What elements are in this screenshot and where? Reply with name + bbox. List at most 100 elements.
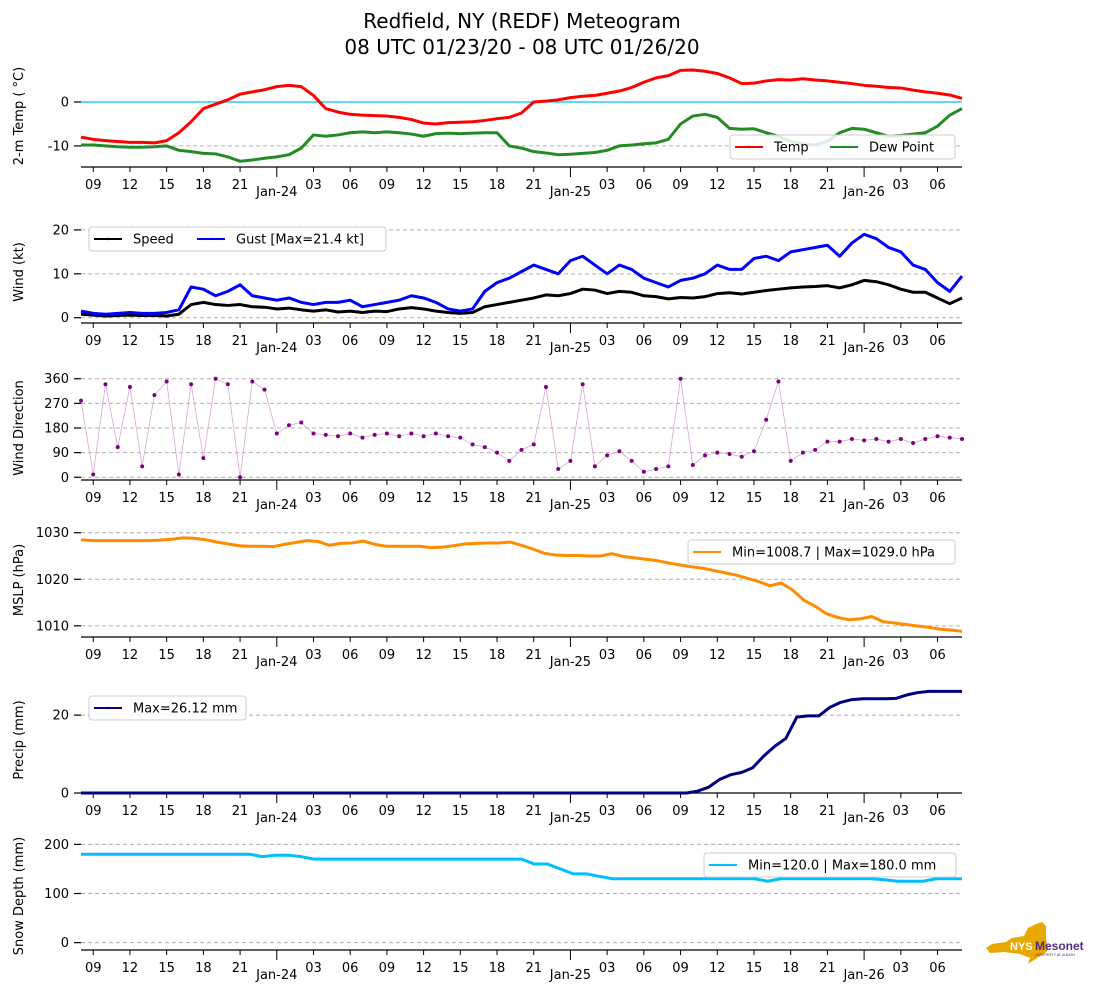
x-tick-label: 21 [819, 804, 836, 819]
legend-label: Min=120.0 | Max=180.0 mm [748, 859, 936, 874]
data-point [311, 431, 316, 436]
data-point [605, 453, 610, 458]
y-tick-label: 10 [52, 267, 69, 282]
data-point [862, 438, 867, 443]
x-tick-label: 09 [672, 491, 689, 506]
x-tick-label: 09 [379, 804, 396, 819]
data-point [947, 435, 952, 440]
x-tick-label: 03 [305, 334, 322, 349]
data-point [176, 472, 181, 477]
y-tick-label: 1030 [36, 526, 69, 541]
legend-marker [106, 706, 110, 710]
data-point [580, 382, 585, 387]
y-tick-label: 180 [44, 422, 69, 437]
series-line-min-120-0-max-180-0-mm [81, 852, 962, 883]
data-point [482, 445, 487, 450]
x-tick-label: 18 [195, 804, 212, 819]
legend-marker [842, 145, 846, 149]
x-tick-label: 12 [709, 648, 726, 663]
x-tick-label: 06 [929, 648, 946, 663]
data-point [495, 450, 500, 455]
x-tick-label: 09 [379, 178, 396, 193]
data-point [348, 431, 353, 436]
x-day-label: Jan-24 [255, 968, 297, 983]
x-tick-label: 03 [599, 178, 616, 193]
x-tick-label: 12 [415, 804, 432, 819]
x-tick-label: 12 [709, 961, 726, 976]
data-point [788, 458, 793, 463]
data-point [813, 447, 818, 452]
data-point [874, 436, 879, 441]
x-tick-label: 03 [305, 804, 322, 819]
data-point [262, 387, 267, 392]
series-line-max-26-12-mm [81, 689, 963, 795]
x-tick-label: 06 [636, 804, 653, 819]
x-tick-label: 21 [232, 178, 249, 193]
x-tick-label: 12 [122, 648, 139, 663]
y-axis-label: Wind Direction [12, 380, 27, 476]
x-tick-label: 21 [819, 178, 836, 193]
legend-marker [705, 550, 709, 554]
x-tick-label: 18 [195, 491, 212, 506]
data-point [617, 449, 622, 454]
y-tick-label: 1020 [36, 573, 69, 588]
x-tick-label: 09 [672, 178, 689, 193]
x-tick-label: 15 [746, 334, 763, 349]
x-tick-label: 06 [929, 491, 946, 506]
panel-snow_depth: 0 100 200 Snow Depth (mm) 09 12 15 18 21 03 06 09 12… [12, 837, 962, 983]
x-day-label: Jan-25 [549, 341, 591, 356]
x-tick-label: 12 [415, 961, 432, 976]
x-tick-label: 18 [489, 961, 506, 976]
x-day-label: Jan-25 [549, 498, 591, 513]
data-point [323, 432, 328, 437]
y-axis-label: 2-m Temp ( °C) [12, 67, 27, 165]
data-point [299, 420, 304, 425]
x-tick-label: 18 [782, 961, 799, 976]
x-tick-label: 18 [489, 648, 506, 663]
x-tick-label: 15 [746, 804, 763, 819]
x-tick-label: 15 [452, 961, 469, 976]
x-day-label: Jan-26 [842, 968, 884, 983]
x-tick-label: 18 [195, 334, 212, 349]
y-axis-label: MSLP (hPa) [12, 544, 27, 616]
x-tick-label: 03 [599, 804, 616, 819]
x-tick-label: 21 [819, 648, 836, 663]
panel-precip: 0 20 Precip (mm) 09 12 15 18 21 03 06 09 12 15 18 21 03… [12, 689, 963, 826]
x-tick-label: 06 [929, 961, 946, 976]
x-tick-label: 15 [158, 648, 175, 663]
legend-label: Temp [773, 141, 809, 156]
chart-title-line1: Redfield, NY (REDF) Meteogram [363, 9, 681, 33]
x-tick-label: 21 [232, 491, 249, 506]
legend-marker [747, 145, 751, 149]
x-tick-label: 09 [85, 804, 102, 819]
x-tick-label: 09 [379, 961, 396, 976]
x-day-label: Jan-26 [842, 811, 884, 826]
x-tick-label: 21 [525, 648, 542, 663]
x-day-label: Jan-25 [549, 968, 591, 983]
x-tick-label: 06 [342, 804, 359, 819]
x-tick-label: 06 [636, 961, 653, 976]
logo-mesonet-text: Mesonet [1035, 939, 1084, 953]
x-day-label: Jan-26 [842, 185, 884, 200]
data-point [372, 432, 377, 437]
legend-label: Max=26.12 mm [133, 702, 237, 717]
x-tick-label: 15 [158, 491, 175, 506]
x-tick-label: 15 [746, 961, 763, 976]
data-point [470, 442, 475, 447]
x-tick-label: 03 [893, 961, 910, 976]
x-day-label: Jan-26 [842, 341, 884, 356]
legend: Min=120.0 | Max=180.0 mm [703, 852, 957, 878]
logo-university-text: UNIVERSITY AT ALBANY [1035, 953, 1076, 957]
x-tick-label: 18 [782, 491, 799, 506]
legend: Max=26.12 mm [88, 695, 247, 721]
y-tick-label: 0 [61, 471, 69, 486]
chart-title: Redfield, NY (REDF) Meteogram 08 UTC 01/… [0, 8, 1044, 60]
x-tick-label: 09 [85, 491, 102, 506]
data-point [727, 452, 732, 456]
x-tick-label: 03 [893, 334, 910, 349]
data-point [458, 435, 463, 440]
x-tick-label: 06 [342, 961, 359, 976]
x-tick-label: 09 [672, 961, 689, 976]
data-point [238, 475, 243, 480]
x-tick-label: 21 [819, 334, 836, 349]
